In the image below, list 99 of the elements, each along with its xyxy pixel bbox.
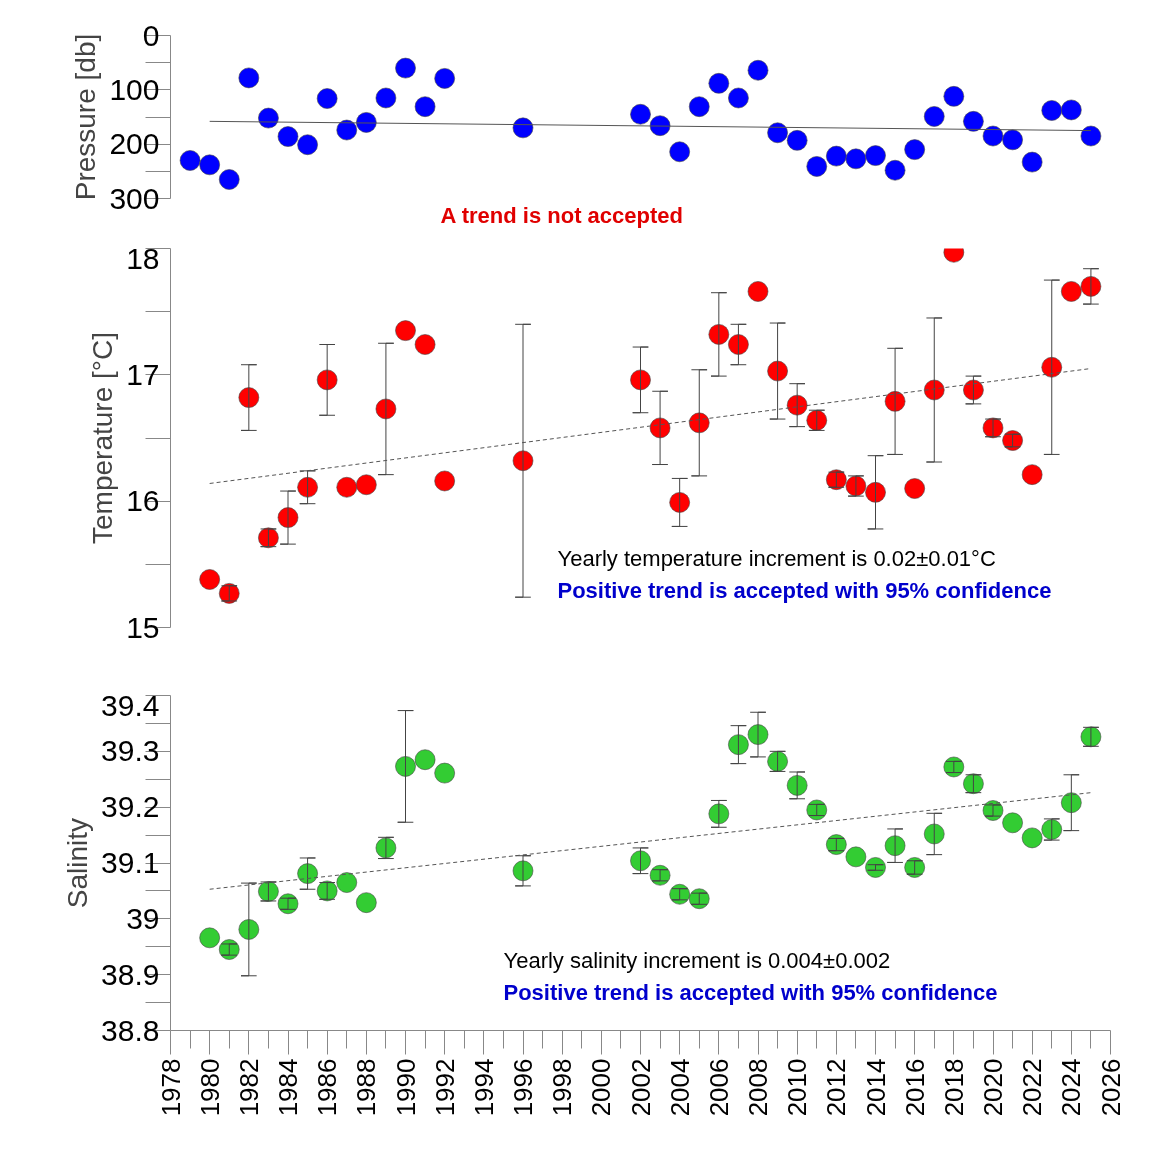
point — [199, 154, 220, 176]
point — [336, 872, 358, 893]
x-tick-label: 2026 — [1095, 1058, 1126, 1117]
point — [884, 159, 906, 181]
y-tick-label: 39 — [126, 901, 160, 935]
point — [1041, 100, 1063, 121]
point — [395, 57, 416, 79]
point — [199, 927, 220, 949]
point — [865, 857, 886, 878]
point — [375, 87, 397, 109]
point — [904, 139, 925, 160]
x-tick-label: 2022 — [1017, 1058, 1048, 1117]
point — [826, 145, 847, 167]
y-tick-label: 18 — [126, 241, 160, 275]
point — [708, 73, 730, 94]
x-tick-label: 1984 — [273, 1058, 303, 1117]
point — [1061, 792, 1082, 813]
x-tick-label: 2016 — [899, 1058, 930, 1117]
point — [434, 68, 455, 89]
y-tick-label: 39.3 — [101, 734, 160, 768]
point — [669, 141, 690, 163]
y-axis-title: Pressure [db] — [70, 33, 102, 201]
point — [336, 119, 358, 141]
x-tick-label: 2014 — [860, 1058, 891, 1117]
point — [630, 104, 651, 125]
x-tick-label: 2012 — [821, 1058, 852, 1117]
y-tick-label: 300 — [109, 181, 160, 215]
point — [434, 762, 455, 784]
x-tick-label: 1982 — [233, 1058, 264, 1117]
y-tick-label: 38.8 — [101, 1013, 160, 1047]
point — [218, 169, 240, 190]
annotation: Positive trend is accepted with 95% confidence — [503, 979, 998, 1005]
y-axis-title: Temperature [°C] — [87, 332, 119, 544]
point — [865, 145, 886, 166]
x-tick-label: 1986 — [312, 1058, 343, 1117]
x-tick-label: 2000 — [586, 1058, 617, 1117]
y-tick-label: 100 — [109, 72, 160, 106]
point — [238, 919, 260, 940]
x-tick-label: 1998 — [547, 1058, 578, 1117]
point — [1021, 827, 1043, 849]
point — [512, 117, 534, 139]
x-tick-label: 2010 — [782, 1058, 813, 1117]
x-tick-label: 1994 — [468, 1058, 499, 1117]
point — [238, 67, 260, 89]
point — [316, 88, 338, 109]
y-axis-title: Salinity — [62, 817, 94, 909]
point — [297, 134, 318, 155]
y-tick-label: 16 — [126, 484, 160, 518]
point — [277, 126, 299, 147]
point — [414, 96, 436, 117]
point — [845, 846, 867, 868]
y-tick-label: 17 — [126, 357, 160, 391]
point — [767, 122, 788, 144]
x-tick-label: 1996 — [508, 1058, 538, 1117]
point — [1002, 129, 1023, 151]
y-tick-label: 15 — [126, 610, 160, 644]
point — [688, 96, 710, 117]
point — [395, 756, 416, 777]
annotation: Yearly temperature increment is 0.02±0.01°C — [557, 545, 996, 571]
point — [943, 86, 965, 107]
point — [1021, 151, 1043, 173]
x-tick-label: 1992 — [429, 1058, 460, 1117]
point — [669, 883, 690, 905]
y-tick-label: 0 — [142, 18, 160, 52]
point — [923, 106, 945, 127]
x-tick-label: 2008 — [743, 1058, 773, 1117]
x-tick-label: 1978 — [155, 1058, 186, 1117]
text: A trend is not accepted — [440, 202, 683, 228]
x-tick-label: 2020 — [978, 1058, 1008, 1117]
point — [688, 888, 710, 910]
point — [356, 892, 377, 913]
point — [277, 893, 299, 915]
point — [845, 148, 867, 170]
point — [1002, 812, 1023, 834]
x-tick-label: 2018 — [938, 1058, 969, 1117]
x-tick-label: 2004 — [664, 1058, 695, 1117]
point — [786, 130, 808, 151]
x-tick-label: 2002 — [625, 1058, 656, 1117]
x-tick-label: 1990 — [390, 1058, 421, 1117]
x-tick-label: 2006 — [703, 1058, 734, 1117]
point — [179, 150, 201, 171]
point — [747, 59, 769, 81]
annotation: Positive trend is accepted with 95% confidence — [557, 577, 1052, 603]
point — [1061, 99, 1082, 121]
x-tick-label: 1980 — [194, 1058, 225, 1117]
point — [963, 111, 984, 132]
y-tick-label: 39.1 — [101, 846, 160, 879]
x-tick-label: 2024 — [1056, 1058, 1087, 1117]
point — [982, 125, 1004, 147]
point — [414, 749, 436, 770]
point — [1080, 125, 1102, 147]
y-tick-label: 38.9 — [101, 957, 160, 991]
y-tick-label: 39.2 — [101, 790, 160, 824]
point — [806, 156, 828, 177]
point — [728, 87, 749, 109]
y-tick-label: 200 — [109, 127, 160, 161]
x-tick-label: 1988 — [351, 1058, 382, 1117]
annotation: Yearly salinity increment is 0.004±0.002 — [503, 947, 891, 973]
y-tick-label: 39.4 — [101, 688, 160, 722]
